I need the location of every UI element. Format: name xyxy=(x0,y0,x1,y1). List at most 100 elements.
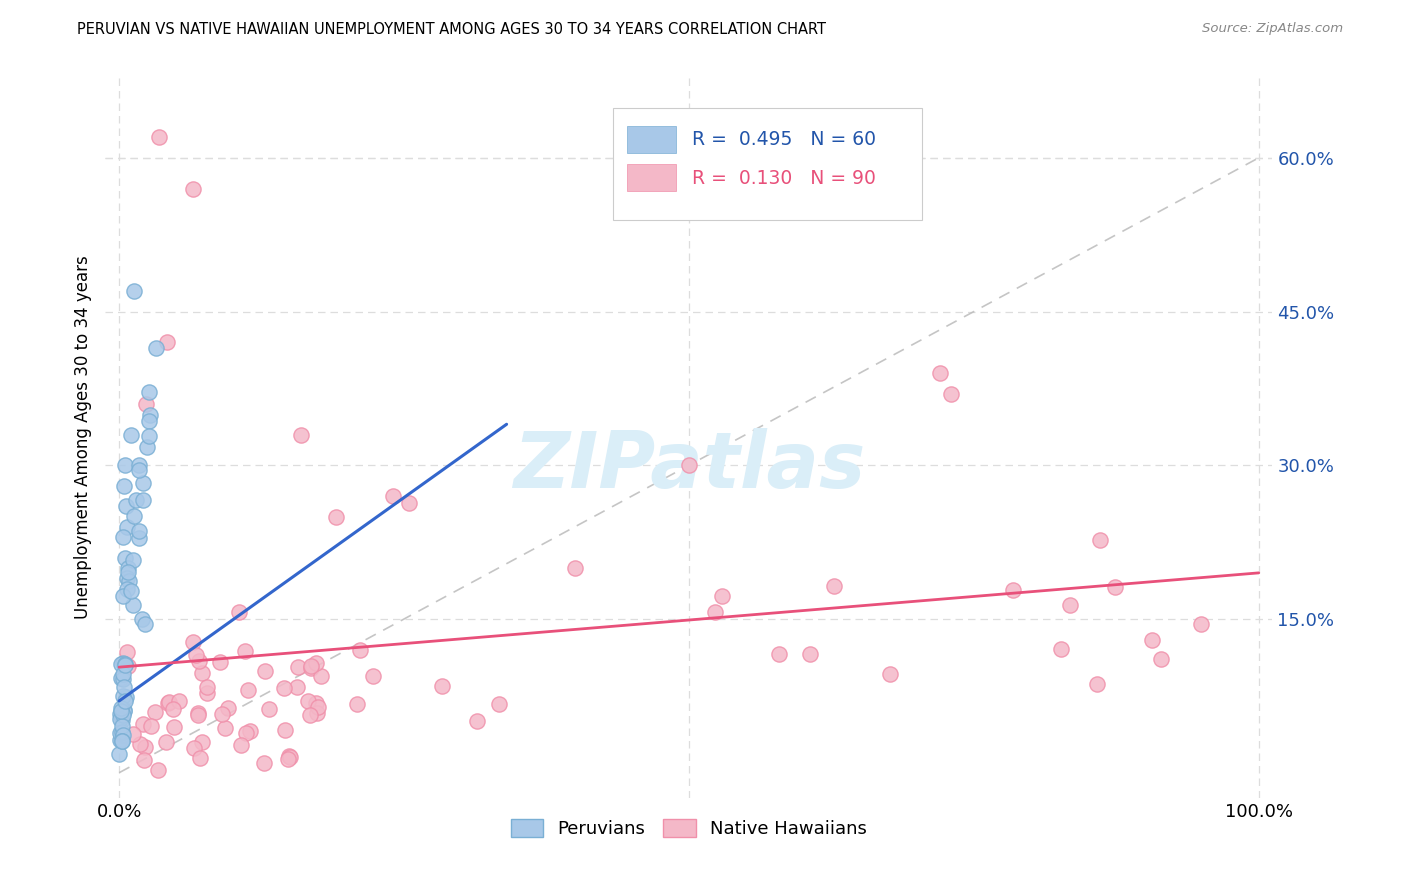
Point xyxy=(253,756,276,770)
Point xyxy=(108,712,131,726)
Point xyxy=(111,667,134,681)
Point xyxy=(122,284,145,298)
Point xyxy=(167,694,190,708)
Point xyxy=(110,672,132,686)
FancyBboxPatch shape xyxy=(627,164,676,192)
Point xyxy=(305,656,328,670)
Point xyxy=(823,579,845,593)
Text: Source: ZipAtlas.com: Source: ZipAtlas.com xyxy=(1202,22,1343,36)
Point xyxy=(114,550,136,565)
Point xyxy=(188,655,211,669)
Point xyxy=(111,719,134,733)
Point xyxy=(117,565,139,579)
Point xyxy=(430,679,453,693)
Point xyxy=(183,740,205,755)
Point xyxy=(159,695,181,709)
Point xyxy=(305,696,328,710)
Point xyxy=(1104,580,1126,594)
Point xyxy=(1001,583,1024,598)
Point xyxy=(114,658,136,673)
Point xyxy=(678,458,700,473)
Point xyxy=(112,479,135,493)
Point xyxy=(711,590,734,604)
Point xyxy=(110,732,132,747)
Point xyxy=(138,429,160,443)
Point xyxy=(135,440,157,454)
Point xyxy=(128,463,150,477)
Point xyxy=(277,752,299,766)
Point xyxy=(121,553,143,567)
Point xyxy=(465,714,488,729)
Text: R =  0.130   N = 90: R = 0.130 N = 90 xyxy=(692,169,876,188)
Point xyxy=(799,647,821,661)
Point xyxy=(311,669,333,683)
Point xyxy=(214,721,236,735)
Point xyxy=(155,734,177,748)
Point xyxy=(285,680,308,694)
Point xyxy=(115,500,138,514)
Point xyxy=(564,561,586,575)
Point xyxy=(1059,598,1081,612)
Point xyxy=(132,493,155,508)
Point xyxy=(148,130,170,145)
Point xyxy=(134,753,156,767)
Point xyxy=(131,476,153,491)
Point xyxy=(110,701,132,715)
Point xyxy=(290,427,312,442)
Point xyxy=(233,644,256,658)
Point xyxy=(138,414,160,428)
Point xyxy=(229,738,252,752)
Point xyxy=(488,698,510,712)
Point xyxy=(108,747,131,761)
Y-axis label: Unemployment Among Ages 30 to 34 years: Unemployment Among Ages 30 to 34 years xyxy=(73,255,91,619)
Point xyxy=(111,589,134,603)
Point xyxy=(307,706,329,720)
Point xyxy=(287,660,309,674)
Point xyxy=(398,496,420,510)
Point xyxy=(111,725,134,739)
Point xyxy=(117,658,139,673)
Point xyxy=(259,702,281,716)
Point xyxy=(1049,642,1071,657)
Point xyxy=(138,385,160,400)
Point xyxy=(235,726,257,740)
Text: ZIPatlas: ZIPatlas xyxy=(513,428,865,504)
Point xyxy=(131,717,153,731)
Point xyxy=(146,763,169,777)
Point xyxy=(128,737,150,751)
Point xyxy=(128,524,150,539)
Point xyxy=(209,655,232,669)
Point xyxy=(125,492,148,507)
FancyBboxPatch shape xyxy=(627,126,676,153)
Point xyxy=(346,697,368,711)
Point xyxy=(145,341,167,355)
Point xyxy=(135,397,157,411)
Point xyxy=(117,582,139,596)
Point xyxy=(128,458,150,472)
Point xyxy=(114,657,136,672)
Point xyxy=(128,531,150,545)
Point xyxy=(187,708,209,723)
Point xyxy=(939,386,962,401)
Point xyxy=(363,669,385,683)
Point xyxy=(156,335,179,350)
Point xyxy=(108,706,131,721)
Point xyxy=(111,734,134,748)
Point xyxy=(211,707,233,722)
Point xyxy=(121,727,143,741)
Point xyxy=(117,561,139,575)
Legend: Peruvians, Native Hawaiians: Peruvians, Native Hawaiians xyxy=(505,814,873,844)
Point xyxy=(381,489,404,503)
Point xyxy=(239,724,262,739)
Point xyxy=(111,530,134,544)
Point xyxy=(1088,533,1111,547)
Point xyxy=(111,728,134,742)
Point xyxy=(1149,652,1171,666)
Point xyxy=(703,605,725,619)
FancyBboxPatch shape xyxy=(613,108,922,220)
Point xyxy=(187,706,209,720)
Point xyxy=(118,574,141,588)
Point xyxy=(120,427,142,442)
Text: R =  0.495   N = 60: R = 0.495 N = 60 xyxy=(692,130,876,149)
Point xyxy=(112,704,135,718)
